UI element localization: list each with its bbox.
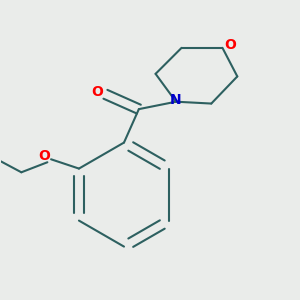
Text: N: N xyxy=(170,93,182,107)
Text: O: O xyxy=(91,85,103,99)
Text: O: O xyxy=(38,148,50,163)
Text: O: O xyxy=(224,38,236,52)
